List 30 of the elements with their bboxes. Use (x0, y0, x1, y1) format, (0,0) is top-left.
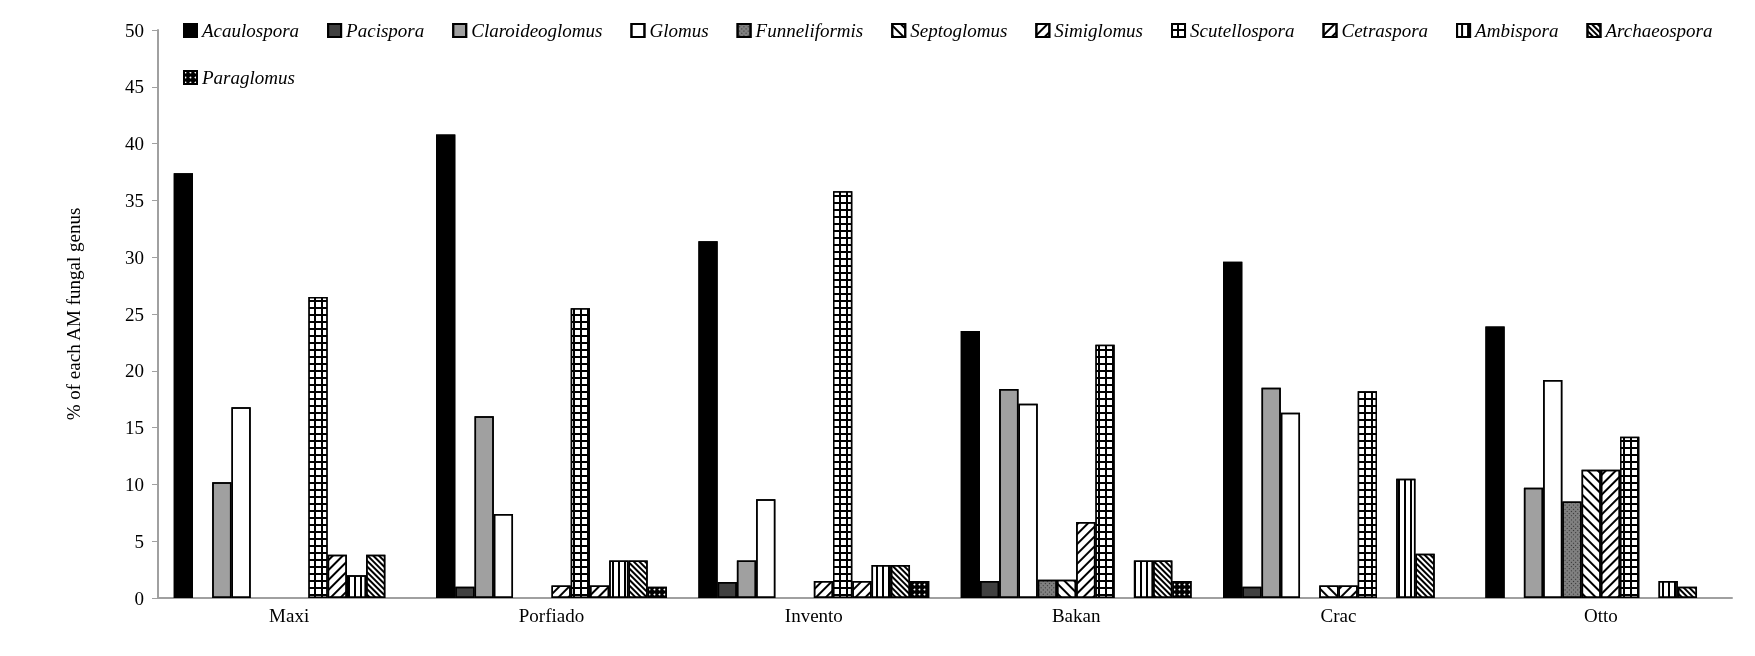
legend-label: Paraglomus (201, 67, 295, 88)
x-tick-label: Crac (1320, 605, 1357, 626)
x-tick-label: Otto (1583, 605, 1618, 626)
legend-label: Acaulospora (200, 20, 300, 41)
legend-label: Scutellospora (1190, 20, 1295, 41)
legend-label: Claroideoglomus (471, 20, 603, 41)
legend-label: Septoglomus (910, 20, 1008, 41)
y-tick-label: 30 (125, 246, 144, 268)
y-tick-label: 10 (125, 473, 144, 495)
y-tick-label: 40 (125, 133, 144, 155)
y-tick-label: 5 (134, 530, 144, 552)
x-tick-label: Maxi (269, 605, 310, 626)
x-tick-label: Invento (784, 605, 843, 626)
legend-label: Simiglomus (1054, 20, 1144, 41)
x-tick-label: Porfiado (518, 605, 585, 626)
y-tick-label: 20 (125, 360, 144, 382)
legend-label: Funneliformis (754, 20, 864, 41)
x-tick-label: Bakan (1051, 605, 1101, 626)
legend-label: Pacispora (345, 20, 425, 41)
y-axis-title: % of each AM fungal genus (63, 207, 84, 421)
legend-label: Archaeospora (1603, 20, 1713, 41)
y-tick-label: 35 (125, 189, 144, 211)
y-tick-label: 15 (125, 417, 144, 439)
y-tick-label: 45 (125, 76, 144, 98)
y-tick-label: 50 (125, 19, 144, 41)
legend-label: Ambispora (1473, 20, 1559, 41)
legend-label: Glomus (649, 20, 709, 41)
y-tick-label: 25 (125, 303, 144, 325)
y-tick-label: 0 (134, 587, 144, 609)
legend-label: Cetraspora (1341, 20, 1429, 41)
